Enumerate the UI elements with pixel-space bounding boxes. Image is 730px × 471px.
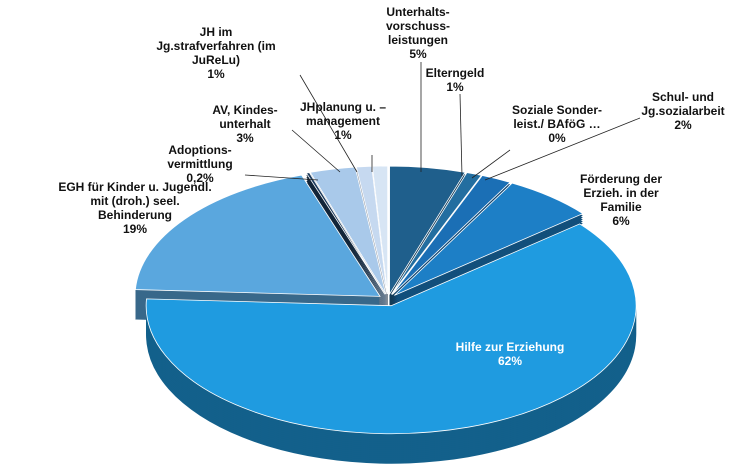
category-label: Adoptions- vermittlung [167, 143, 233, 171]
slice [394, 182, 584, 296]
category-label: EGH für Kinder u. Jugendl. mit (droh.) s… [58, 180, 212, 222]
category-label: Hilfe zur Erziehung [455, 340, 565, 354]
value-label: 2% [674, 118, 692, 132]
slice-side [306, 180, 385, 303]
leader-line [471, 149, 511, 179]
leader-line [244, 174, 319, 181]
data-label: Adoptions- vermittlung 0,2% [167, 143, 232, 185]
leader-line [291, 129, 341, 173]
value-label: 3% [236, 131, 254, 145]
slice-side [306, 178, 385, 301]
data-label: AV, Kindes- unterhalt 3% [212, 103, 277, 145]
category-label: Soziale Sonder- leist./ BAföG … [511, 103, 603, 131]
data-label: EGH für Kinder u. Jugendl. mit (droh.) s… [58, 180, 211, 236]
leader-line [459, 93, 463, 177]
data-label: Elterngeld 1% [426, 66, 485, 94]
value-label: 19% [122, 222, 148, 236]
slice [305, 172, 386, 295]
category-label: Förderung der Erzieh. in der Familie [579, 172, 663, 214]
value-label: 1% [207, 67, 225, 81]
category-label: AV, Kindes- unterhalt [212, 103, 278, 131]
category-label: JH im Jg.strafverfahren (im JuReLu) [156, 25, 276, 67]
slice [389, 165, 466, 296]
value-label: 0% [548, 131, 566, 145]
data-label: JH im Jg.strafverfahren (im JuReLu) 1% [156, 25, 275, 81]
category-label: Schul- und Jg.sozialarbeit [641, 90, 725, 118]
leader-line [484, 117, 641, 181]
slice [134, 174, 381, 297]
data-label: JHplanung u. – management 1% [300, 100, 386, 142]
slice [391, 175, 483, 295]
value-label: 6% [612, 214, 630, 228]
value-label: 1% [334, 128, 352, 142]
slice-side [306, 174, 385, 297]
value-label: 62% [497, 354, 523, 368]
value-label: 1% [446, 80, 464, 94]
value-label: 5% [409, 47, 427, 61]
category-label: Elterngeld [425, 66, 485, 80]
category-label: JHplanung u. – management [299, 100, 387, 128]
data-label: Unterhalts- vorschuss- leistungen 5% [386, 5, 450, 61]
slice [391, 175, 511, 295]
data-label: Förderung der Erzieh. in der Familie 6% [580, 172, 662, 228]
slice [145, 223, 637, 435]
category-label: Unterhalts- vorschuss- leistungen [385, 5, 451, 47]
leader-line [299, 74, 358, 173]
data-label: Hilfe zur Erziehung 62% [456, 340, 565, 368]
data-label: Schul- und Jg.sozialarbeit 2% [641, 90, 724, 132]
slice-side [306, 176, 385, 299]
value-label: 0,2% [186, 171, 214, 185]
slice [309, 166, 387, 295]
data-label: Soziale Sonder- leist./ BAföG … 0% [512, 103, 602, 145]
